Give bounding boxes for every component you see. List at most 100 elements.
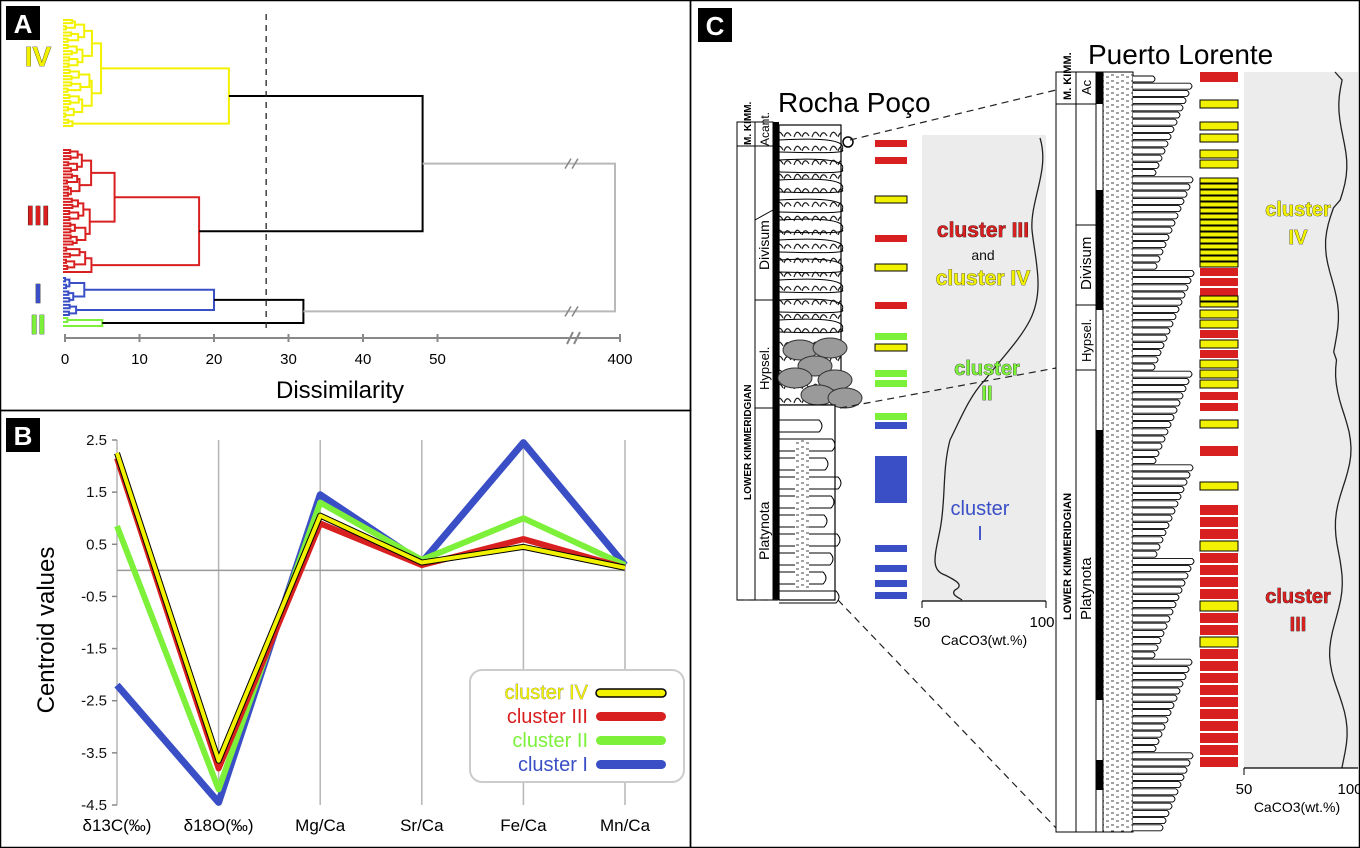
series-line (115, 452, 626, 763)
cluster-bar (1199, 249, 1239, 256)
puerto-lorente-caco3-curve: 50 100 CaCO3(wt.%) (1236, 71, 1360, 815)
cluster-bar (1200, 733, 1238, 743)
dendrogram-x-tick: 20 (206, 351, 223, 368)
dendrogram-x-tick: 400 (607, 351, 632, 368)
puerto-zone-ac: Ac (1079, 79, 1094, 95)
puerto-black-segment (1096, 430, 1103, 700)
cluster-bar (1200, 529, 1238, 539)
puerto-annot-cluster-iv-a: cluster (1265, 199, 1331, 221)
puerto-black-segment (1096, 190, 1103, 310)
legend-swatch (595, 688, 667, 698)
y-tick-label: 2.5 (86, 432, 107, 449)
puerto-lorente-cluster-bars (1199, 72, 1239, 767)
puerto-zone-divisum: Divisum (1078, 237, 1095, 290)
cluster-bar (1200, 403, 1238, 411)
dendrogram-branch (63, 149, 201, 273)
dendrogram-branch (63, 317, 104, 327)
puerto-annot-cluster-iv-b: IV (1289, 227, 1309, 249)
cluster-bar (1200, 709, 1238, 719)
dendrogram (63, 14, 616, 332)
y-tick-label: -3.5 (81, 745, 107, 762)
rocha-annot-cluster-ii-b: II (981, 383, 992, 405)
puerto-caco3-tick-50: 50 (1236, 781, 1253, 798)
cluster-label-iii: III (26, 200, 49, 231)
legend-swatch (596, 760, 666, 769)
series-line (114, 499, 627, 793)
cluster-bar (1200, 517, 1238, 527)
section-title-rocha-poco: Rocha Poço (778, 87, 931, 118)
cluster-bar (1199, 481, 1239, 491)
cluster-bar (875, 413, 907, 420)
cluster-bar (1199, 149, 1239, 159)
dendrogram-x-tick: 0 (61, 351, 69, 368)
cluster-bar (1199, 600, 1239, 612)
cluster-bar (875, 470, 907, 484)
y-tick-label: 0.5 (86, 536, 107, 553)
puerto-lorente-chrono-column: M. KIMM. LOWER KIMMERIDGIAN Ac Divisum H… (1055, 52, 1097, 833)
cluster-bar (1200, 625, 1238, 635)
cluster-bar (1200, 330, 1238, 338)
category-label: Sr/Ca (400, 816, 444, 835)
dendrogram-x-tick: 10 (131, 351, 148, 368)
legend-swatch (596, 712, 666, 721)
dendrogram-x-tick: 50 (429, 351, 446, 368)
cluster-bar (1199, 195, 1239, 202)
rocha-stage-lower-kimm: LOWER KIMMERIDGIAN (743, 384, 754, 500)
cluster-bar (1200, 589, 1238, 599)
category-label: Mg/Ca (295, 816, 346, 835)
cluster-bar (1199, 359, 1239, 369)
cluster-bar (1199, 183, 1239, 190)
rocha-caco3-tick-50: 50 (914, 614, 931, 631)
cluster-bar (875, 484, 907, 498)
y-tick-label: -4.5 (81, 797, 107, 814)
rocha-annot-cluster-i-a: cluster (951, 498, 1010, 520)
cluster-bar (874, 195, 908, 204)
cluster-bar (1199, 261, 1239, 268)
cluster-bar (1199, 243, 1239, 250)
cluster-bar (875, 140, 907, 147)
cluster-bar (875, 333, 907, 340)
cluster-bar (875, 235, 907, 242)
rocha-stage-mkimm: M. KIMM. (743, 101, 754, 145)
panel-label-c: C (698, 8, 732, 42)
cluster-bar (875, 370, 907, 377)
svg-text:A: A (14, 9, 33, 39)
puerto-stage-mkimm: M. KIMM. (1062, 52, 1074, 100)
cluster-bar (875, 302, 907, 309)
cluster-bar (1199, 133, 1239, 143)
cluster-bar (1199, 99, 1239, 109)
category-label: Mn/Ca (600, 816, 651, 835)
cluster-label-ii: II (30, 309, 46, 340)
cluster-bar (1200, 268, 1238, 276)
cluster-label-iv: IV (25, 41, 52, 72)
cluster-bar (1200, 565, 1238, 575)
dendrogram-x-tick: 40 (355, 351, 372, 368)
cluster-bar (875, 422, 907, 429)
cluster-bar (1199, 159, 1239, 169)
puerto-caco3-tick-100: 100 (1337, 781, 1360, 798)
panel-label-a: A (6, 6, 40, 40)
cluster-bar (1199, 121, 1239, 131)
cluster-bar (874, 343, 908, 352)
cluster-bar (1200, 505, 1238, 515)
legend-label: cluster IV (505, 682, 589, 704)
rocha-zone-platynota: Platynota (756, 501, 772, 560)
cluster-bar (1199, 379, 1239, 389)
puerto-zone-platynota: Platynota (1078, 557, 1095, 620)
panel-label-b: B (6, 418, 40, 452)
cluster-bar (1200, 577, 1238, 587)
legend-label: cluster II (512, 730, 588, 752)
y-tick-label: -2.5 (81, 693, 107, 710)
cluster-bar (1199, 237, 1239, 244)
puerto-stage-lower-kimm: LOWER KIMMERIDGIAN (1062, 493, 1074, 620)
legend-swatch (596, 736, 666, 745)
cluster-bar (875, 565, 907, 572)
cluster-bar (875, 496, 907, 503)
rocha-poco-lithology-column (773, 122, 863, 604)
puerto-lorente-lithology-column (1095, 71, 1195, 833)
cluster-bar (1199, 295, 1239, 302)
y-tick-label: -0.5 (81, 588, 107, 605)
cluster-bar (1199, 339, 1239, 349)
cluster-bar (1200, 288, 1238, 296)
category-label: δ18O(‰) (184, 816, 254, 835)
